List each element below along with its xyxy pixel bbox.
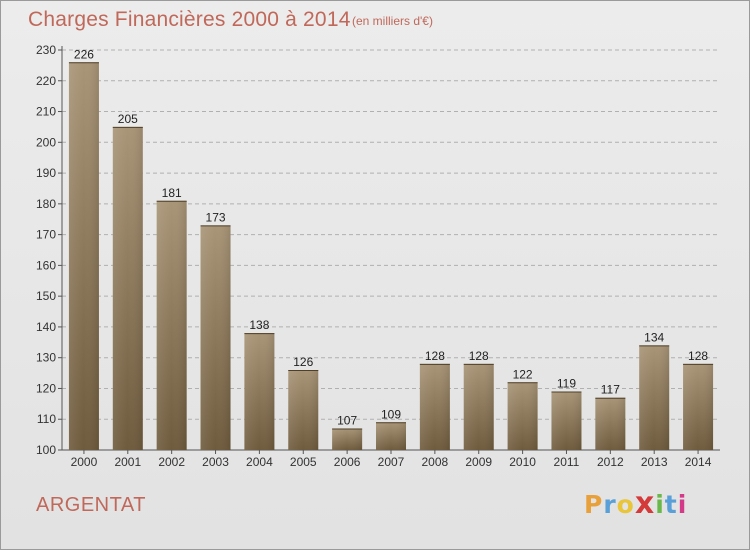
data-labels: 226 205 181 173 138 126 107 109 128 128 122 119 117 1… <box>74 47 708 427</box>
data-label: 117 <box>601 383 620 397</box>
x-tick-label: 2014 <box>685 455 712 469</box>
logo-letter: i <box>655 490 665 519</box>
bar-shine <box>68 62 99 451</box>
x-tick-label: 2009 <box>465 455 492 469</box>
bar-shine <box>639 345 670 450</box>
y-tick-label: 200 <box>36 135 56 149</box>
data-label: 128 <box>688 349 708 363</box>
y-tick-label: 210 <box>36 105 56 119</box>
bar-shine <box>332 428 363 450</box>
data-label: 134 <box>644 330 664 344</box>
logo-letter: t <box>664 490 678 519</box>
y-tick-label: 170 <box>36 228 56 242</box>
gridlines <box>62 49 720 451</box>
x-tick-label: 2004 <box>246 455 273 469</box>
bar-shine <box>551 391 582 450</box>
data-label: 128 <box>469 349 489 363</box>
data-label: 109 <box>381 407 401 421</box>
data-label: 138 <box>249 318 269 332</box>
logo-letter: r <box>603 490 617 519</box>
logo-letter: x <box>634 486 656 521</box>
y-tick-label: 140 <box>36 320 56 334</box>
x-tick-label: 2010 <box>509 455 536 469</box>
data-label: 126 <box>293 355 313 369</box>
commune-name: ARGENTAT <box>36 494 146 516</box>
bar-shine <box>463 363 494 450</box>
bar-shine <box>683 363 714 450</box>
data-label: 119 <box>557 377 576 391</box>
bar-shine <box>156 200 187 450</box>
bars <box>68 62 714 451</box>
y-tick-label: 230 <box>36 43 56 57</box>
y-tick-label: 100 <box>36 443 56 457</box>
bar-shine <box>200 225 231 450</box>
logo-letter: o <box>616 490 635 519</box>
x-tick-label: 2000 <box>71 455 98 469</box>
bar-shine <box>288 370 319 450</box>
bar-shine <box>419 363 450 450</box>
data-label: 181 <box>162 186 182 200</box>
data-label: 107 <box>337 413 357 427</box>
bar-shine <box>595 397 626 450</box>
y-tick-label: 120 <box>36 381 56 395</box>
proxiti-logo[interactable]: Proxiti <box>584 486 687 521</box>
y-tick-label: 180 <box>36 197 56 211</box>
logo-letter: i <box>677 490 688 519</box>
bar-shine <box>244 333 275 450</box>
x-tick-label: 2002 <box>158 455 185 469</box>
y-tick-label: 110 <box>37 412 56 426</box>
x-tick-label: 2007 <box>378 455 405 469</box>
x-tick-label: 2003 <box>202 455 229 469</box>
x-tick-label: 2001 <box>114 455 141 469</box>
data-label: 173 <box>206 210 226 224</box>
data-label: 226 <box>74 47 94 61</box>
chart-subtitle: (en milliers d'€) <box>352 14 433 28</box>
data-label: 205 <box>118 112 138 126</box>
data-label: 128 <box>425 349 445 363</box>
x-tick-label: 2012 <box>597 455 624 469</box>
data-label: 122 <box>513 367 533 381</box>
bar-shine <box>507 382 538 450</box>
x-tick-label: 2013 <box>641 455 668 469</box>
x-tick-label: 2011 <box>554 455 580 469</box>
y-tick-label: 150 <box>36 289 56 303</box>
bar-shine <box>376 422 406 450</box>
y-tick-label: 220 <box>36 74 56 88</box>
x-tick-label: 2006 <box>334 455 361 469</box>
y-tick-label: 130 <box>36 351 56 365</box>
bar-shine <box>112 126 143 450</box>
y-tick-label: 190 <box>36 166 56 180</box>
y-tick-label: 160 <box>36 258 56 272</box>
x-tick-label: 2005 <box>290 455 317 469</box>
logo-letter: P <box>584 490 604 519</box>
x-tick-label: 2008 <box>422 455 449 469</box>
chart-title: Charges Financières 2000 à 2014 <box>28 8 351 31</box>
